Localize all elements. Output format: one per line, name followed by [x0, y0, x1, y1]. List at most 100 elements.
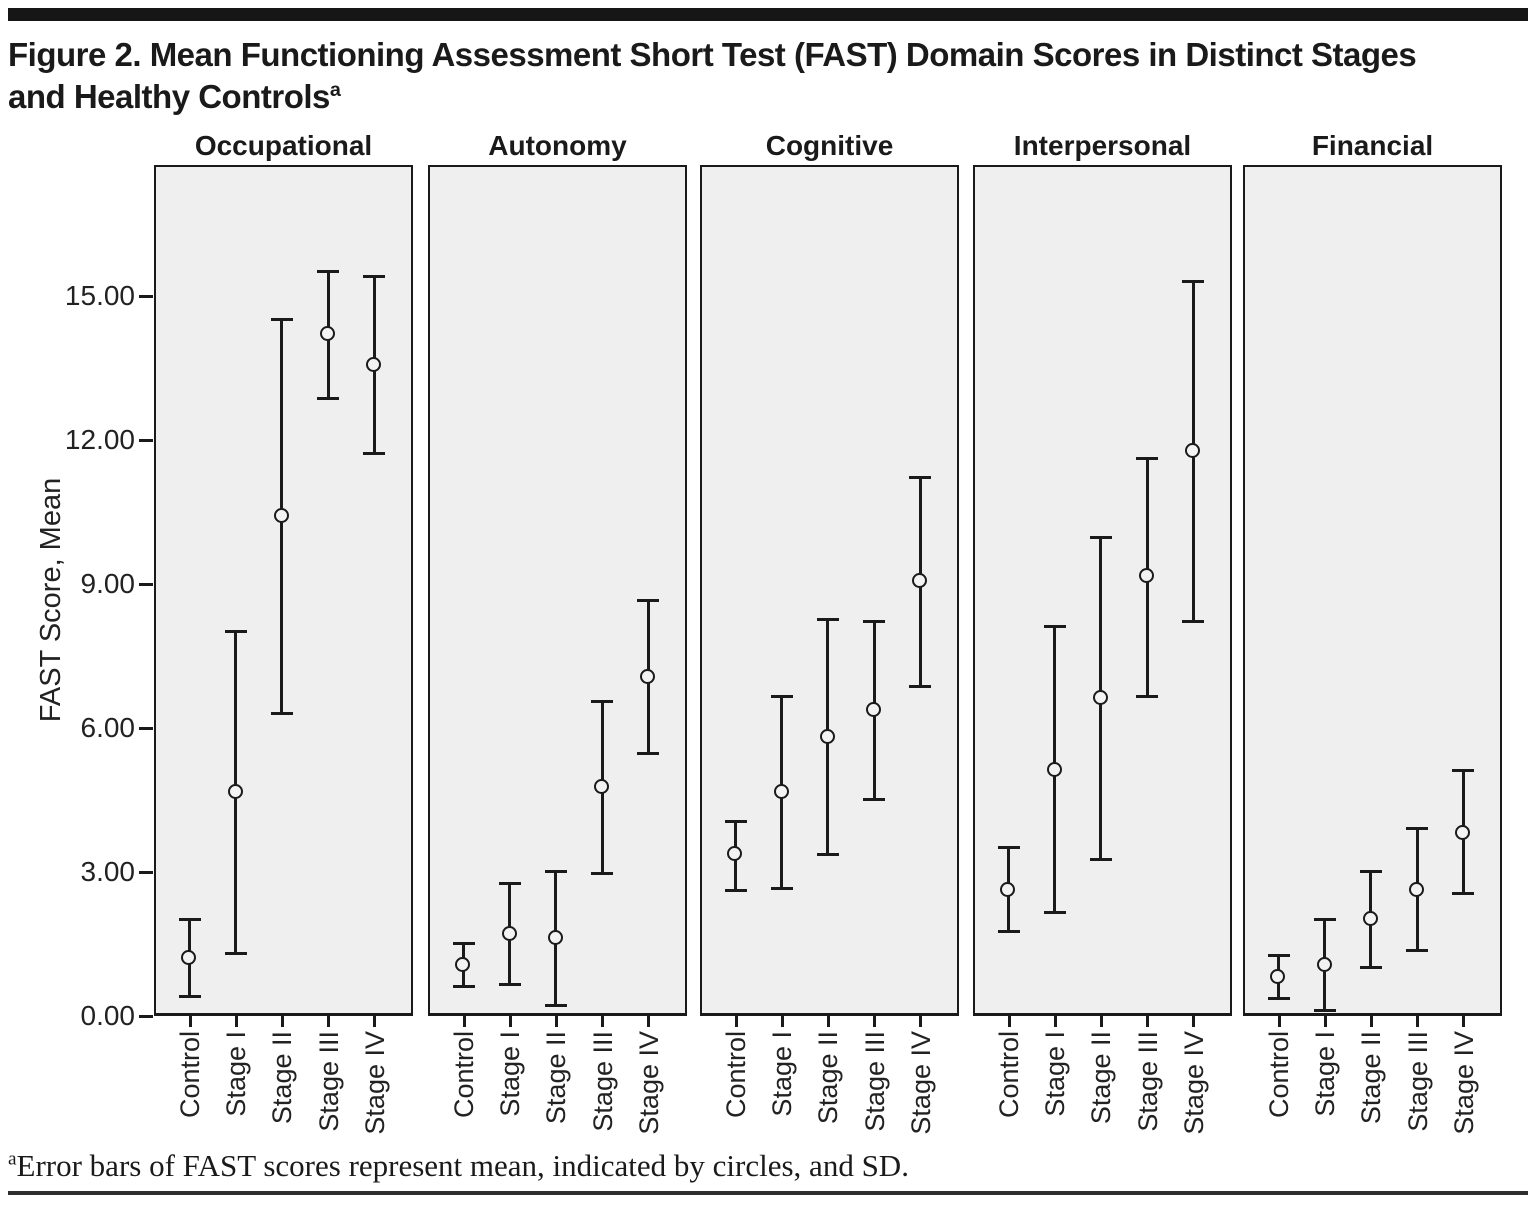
x-tick-label-stage-iv: Stage IV — [1178, 1031, 1209, 1135]
error-bar-cap-top — [1043, 625, 1066, 629]
panel-title-financial: Financial — [1311, 130, 1434, 161]
mean-circle-stage-ii — [1362, 911, 1378, 927]
error-bar-cap-top — [1136, 457, 1159, 461]
panel-title-autonomy: Autonomy — [488, 130, 627, 161]
error-bar-cap-top — [1452, 769, 1475, 773]
mean-circle-stage-iv — [1184, 443, 1200, 459]
y-tick-label: 0.00 — [80, 1000, 136, 1031]
y-tick-mark — [139, 294, 153, 298]
panel-cognitive — [700, 165, 959, 1016]
x-tick-label-stage-iv: Stage IV — [633, 1031, 664, 1135]
y-tick-mark — [139, 1014, 153, 1018]
mean-circle-stage-iii — [319, 325, 335, 341]
top-rule-bar — [8, 8, 1528, 21]
error-bar-cap-bottom — [1267, 997, 1290, 1001]
panel-title-occupational: Occupational — [194, 130, 373, 161]
x-tick-label-stage-i: Stage I — [495, 1031, 526, 1117]
x-tick-label-control: Control — [449, 1031, 480, 1119]
figure-title-line1: Figure 2. Mean Functioning Assessment Sh… — [8, 36, 1417, 73]
error-bar-cap-bottom — [1452, 891, 1475, 895]
error-bar-cap-top — [1313, 918, 1336, 921]
error-bar-cap-bottom — [1313, 1009, 1336, 1013]
error-bar-cap-bottom — [1359, 966, 1382, 969]
x-axis-tick — [373, 1016, 377, 1027]
y-tick-mark — [139, 726, 153, 730]
error-bar-cap-top — [178, 918, 201, 921]
x-tick-label-control: Control — [994, 1031, 1025, 1119]
x-axis-tick — [327, 1016, 331, 1027]
error-bar-cap-top — [1182, 279, 1205, 283]
x-axis-tick — [1369, 1016, 1373, 1027]
error-bar-cap-top — [1267, 954, 1290, 957]
mean-circle-stage-iii — [593, 779, 609, 795]
x-tick-label-stage-ii: Stage II — [813, 1031, 844, 1125]
error-bar-cap-bottom — [1043, 910, 1066, 914]
x-axis-tick — [780, 1016, 784, 1027]
error-bar-cap-bottom — [270, 711, 293, 715]
error-bar-cap-top — [724, 819, 747, 823]
panel-title-cognitive: Cognitive — [765, 130, 894, 161]
error-bar-cap-top — [498, 882, 521, 885]
x-tick-label-stage-ii: Stage II — [541, 1031, 572, 1125]
x-tick-label-stage-iii: Stage III — [859, 1031, 890, 1132]
error-bar-cap-top — [224, 630, 247, 633]
error-bar-cap-bottom — [317, 397, 340, 401]
x-axis-tick — [508, 1016, 512, 1027]
mean-circle-stage-i — [501, 925, 517, 941]
error-bar-cap-top — [591, 699, 614, 703]
error-bar-cap-top — [770, 694, 793, 698]
x-axis-tick — [734, 1016, 738, 1027]
x-axis-tick — [1053, 1016, 1057, 1027]
error-bar-cap-top — [997, 846, 1020, 849]
x-axis-tick — [234, 1016, 238, 1027]
error-bar-cap-bottom — [178, 994, 201, 998]
x-axis-tick — [873, 1016, 877, 1027]
error-bar-cap-bottom — [1136, 694, 1159, 698]
footnote-superscript: a — [8, 1148, 17, 1170]
panel-interpersonal — [973, 165, 1232, 1016]
error-bar-cap-top — [816, 618, 839, 621]
x-axis-tick — [1323, 1016, 1327, 1027]
figure-title-line2: and Healthy Controls — [8, 78, 330, 116]
x-axis-tick — [1277, 1016, 1281, 1027]
x-tick-label-stage-i: Stage I — [221, 1031, 252, 1117]
panel-title-interpersonal: Interpersonal — [1013, 130, 1192, 161]
x-tick-label-control: Control — [721, 1031, 752, 1119]
panel-financial — [1243, 165, 1502, 1016]
panel-occupational — [154, 165, 413, 1016]
x-tick-label-stage-i: Stage I — [1310, 1031, 1341, 1117]
x-tick-label-control: Control — [1264, 1031, 1295, 1119]
mean-circle-stage-iii — [1408, 882, 1424, 898]
error-bar-cap-bottom — [591, 872, 614, 876]
x-tick-label-stage-i: Stage I — [767, 1031, 798, 1117]
error-bar-cap-bottom — [863, 798, 886, 801]
mean-circle-stage-ii — [819, 728, 835, 744]
mean-circle-stage-iv — [639, 668, 655, 684]
error-bar-cap-bottom — [1089, 858, 1112, 861]
mean-circle-stage-iv — [911, 572, 927, 588]
mean-circle-stage-i — [773, 784, 789, 799]
error-bar-cap-top — [637, 598, 660, 602]
error-bar-cap-top — [452, 942, 475, 945]
error-bar-cap-bottom — [816, 853, 839, 857]
y-tick-mark — [139, 870, 153, 874]
figure-title: Figure 2. Mean Functioning Assessment Sh… — [8, 34, 1518, 118]
y-tick-label: 3.00 — [80, 856, 136, 887]
error-bar-cap-top — [270, 318, 293, 321]
error-bar-cap-bottom — [452, 985, 475, 989]
error-bar-cap-bottom — [544, 1004, 567, 1008]
x-tick-label-stage-iv: Stage IV — [1448, 1031, 1479, 1135]
mean-circle-stage-i — [227, 784, 243, 799]
mean-circle-stage-ii — [547, 930, 563, 946]
mean-circle-stage-iv — [1454, 824, 1470, 840]
mean-circle-stage-iii — [1138, 568, 1154, 583]
y-axis-label: FAST Score, Mean — [35, 477, 67, 723]
error-bar-cap-bottom — [637, 752, 660, 756]
error-bar-cap-top — [1406, 826, 1429, 830]
x-axis-tick — [188, 1016, 192, 1027]
x-axis-tick — [554, 1016, 558, 1027]
error-bar-cap-top — [544, 870, 567, 873]
y-tick-label: 12.00 — [64, 424, 135, 455]
x-tick-label-stage-ii: Stage II — [1086, 1031, 1117, 1125]
